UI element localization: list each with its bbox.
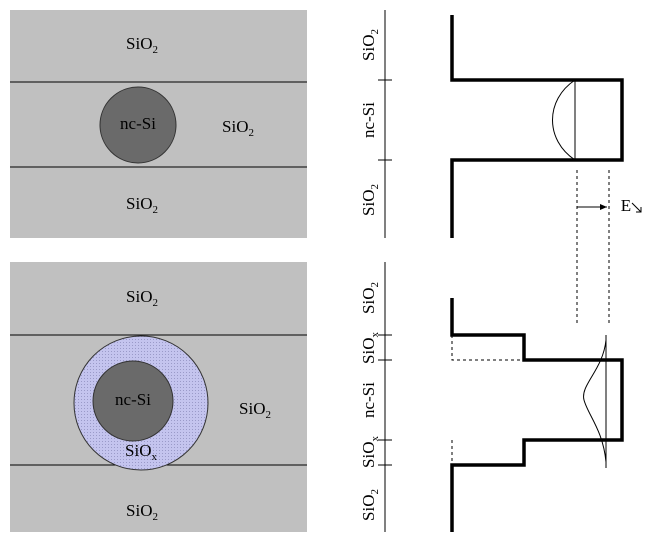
label-subscript: x bbox=[369, 436, 381, 442]
label: SiO2 bbox=[359, 29, 381, 61]
field-label: E bbox=[621, 196, 631, 215]
label-text: nc-Si bbox=[120, 114, 156, 133]
label-subscript: x bbox=[369, 332, 381, 338]
label-subscript: 2 bbox=[152, 44, 158, 56]
label-subscript: 2 bbox=[265, 409, 271, 421]
top-structure bbox=[10, 10, 307, 238]
label: SiOx bbox=[359, 436, 381, 468]
bottom-structure bbox=[10, 262, 307, 532]
label: nc-Si bbox=[359, 102, 378, 138]
label-text: SiO bbox=[126, 34, 152, 53]
label-text: SiO bbox=[359, 338, 378, 364]
label-subscript: 2 bbox=[369, 29, 381, 35]
label: SiO2 bbox=[359, 184, 381, 216]
bottom-band bbox=[378, 262, 622, 532]
label-text: SiO bbox=[222, 117, 248, 136]
label-text: nc-Si bbox=[359, 102, 378, 138]
label: SiO2 bbox=[359, 282, 381, 314]
label-text: SiO bbox=[125, 441, 151, 460]
label-subscript: x bbox=[151, 451, 157, 463]
label-subscript: 2 bbox=[369, 489, 381, 495]
label-subscript: 2 bbox=[152, 297, 158, 309]
label-text: nc-Si bbox=[115, 390, 151, 409]
label-text: SiO bbox=[126, 287, 152, 306]
top-band bbox=[378, 10, 641, 325]
label-text: SiO bbox=[239, 399, 265, 418]
label-text: SiO bbox=[126, 194, 152, 213]
label-text: nc-Si bbox=[359, 382, 378, 418]
label-subscript: 2 bbox=[152, 511, 158, 523]
label-subscript: 2 bbox=[152, 204, 158, 216]
label: SiO2 bbox=[359, 489, 381, 521]
label-text: SiO bbox=[359, 190, 378, 216]
label-text: SiO bbox=[359, 495, 378, 521]
label: SiOx bbox=[359, 332, 381, 364]
label-subscript: 2 bbox=[369, 282, 381, 288]
label-text: SiO bbox=[359, 35, 378, 61]
label-subscript: 2 bbox=[369, 184, 381, 190]
label: nc-Si bbox=[120, 114, 156, 133]
label-subscript: 2 bbox=[248, 127, 254, 139]
label: nc-Si bbox=[359, 382, 378, 418]
figure: SiO2nc-SiSiO2SiO2SiO2nc-SiSiO2SiOxSiO2Si… bbox=[0, 0, 649, 534]
label-text: SiO bbox=[359, 288, 378, 314]
label: nc-Si bbox=[115, 390, 151, 409]
label-text: SiO bbox=[359, 442, 378, 468]
label-text: SiO bbox=[126, 501, 152, 520]
